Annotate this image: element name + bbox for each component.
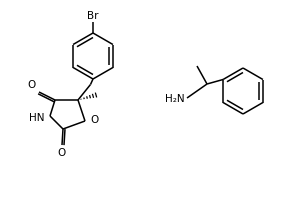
Text: Br: Br: [87, 11, 99, 21]
Text: O: O: [58, 148, 66, 158]
Text: O: O: [28, 80, 36, 90]
Text: H₂N: H₂N: [165, 94, 185, 104]
Text: O: O: [90, 115, 98, 125]
Text: HN: HN: [29, 113, 44, 123]
